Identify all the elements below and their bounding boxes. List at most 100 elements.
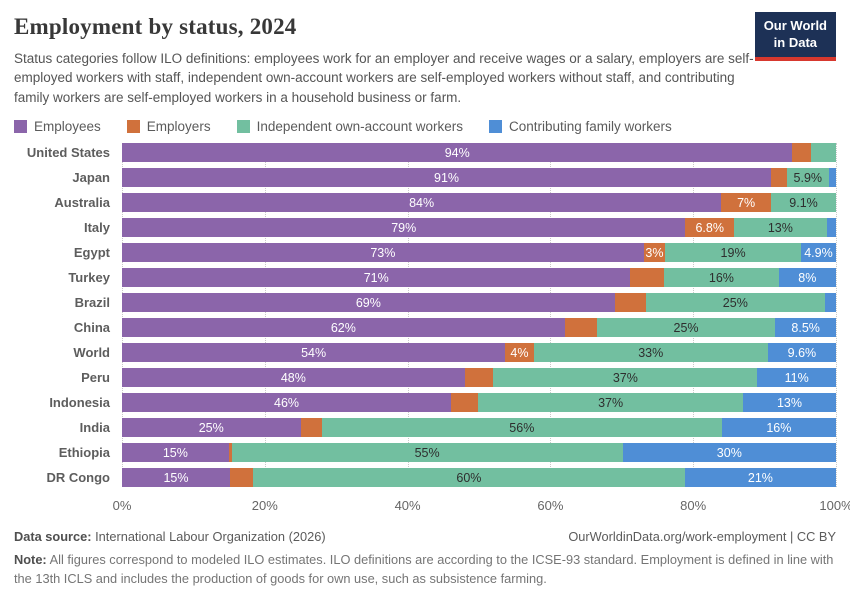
bar-segment-independent-own-account-workers[interactable]: 25%	[596, 318, 776, 338]
legend-item-employees[interactable]: Employees	[14, 119, 101, 134]
legend-swatch-contributing-family-workers	[488, 120, 502, 134]
bar-segment-employees[interactable]: 15%	[122, 443, 229, 463]
bar-segment-employers[interactable]: 3%	[643, 243, 666, 263]
bar-track: 84% 7% 9.1%	[122, 193, 836, 213]
gridlines	[122, 143, 837, 488]
bar-segment-independent-own-account-workers[interactable]: 9.1%	[771, 193, 836, 213]
legend-item-independent-own-account-workers[interactable]: Independent own-account workers	[236, 119, 463, 134]
footnote-text: All figures correspond to modeled ILO es…	[14, 551, 834, 586]
segment-value-label: 71%	[363, 270, 389, 285]
bar-segment-employers[interactable]: 6.8%	[685, 218, 734, 238]
gridline-100%	[836, 143, 837, 488]
bar-segment-employees[interactable]: 91%	[122, 168, 772, 188]
bar-segment-independent-own-account-workers[interactable]: 16%	[664, 268, 779, 288]
bar-track: 46% 37% 13%	[122, 393, 836, 413]
bar-segment-employees[interactable]: 71%	[122, 268, 631, 288]
bar-segment-contributing-family-workers[interactable]: 4.9%	[800, 243, 836, 263]
bar-segment-contributing-family-workers[interactable]: 11%	[757, 368, 836, 388]
country-label: Italy	[83, 220, 110, 236]
bar-track: 62% 25% 8.5%	[122, 318, 836, 338]
bar-segment-employers[interactable]	[564, 318, 597, 338]
bar-segment-employees[interactable]: 54%	[122, 343, 506, 363]
bar-segment-employers[interactable]	[300, 418, 322, 438]
x-tick-60%: 60%	[537, 498, 564, 514]
segment-value-label: 9.1%	[789, 195, 818, 210]
segment-value-label: 8%	[798, 270, 817, 285]
bar-segment-contributing-family-workers[interactable]: 9.6%	[767, 343, 836, 363]
bar-segment-employers[interactable]	[630, 268, 665, 288]
chart-row-dr-congo: DR Congo 15% 60% 21%	[14, 468, 836, 488]
bar-segment-independent-own-account-workers[interactable]: 37%	[493, 368, 758, 388]
bar-segment-contributing-family-workers[interactable]	[824, 293, 836, 313]
bar-segment-contributing-family-workers[interactable]: 8.5%	[775, 318, 836, 338]
country-label: Australia	[54, 195, 110, 211]
bar-segment-independent-own-account-workers[interactable]	[811, 143, 836, 163]
bar-segment-employees[interactable]: 69%	[122, 293, 615, 313]
bar-segment-employers[interactable]	[229, 468, 253, 488]
x-tick-20%: 20%	[251, 498, 278, 514]
country-label: World	[73, 345, 110, 361]
bar-segment-employees[interactable]: 94%	[122, 143, 793, 163]
bar-segment-contributing-family-workers[interactable]	[826, 218, 836, 238]
bar-segment-contributing-family-workers[interactable]: 21%	[684, 468, 836, 488]
x-tick-40%: 40%	[394, 498, 421, 514]
bar-segment-independent-own-account-workers[interactable]: 25%	[646, 293, 825, 313]
bar-segment-employees[interactable]: 73%	[122, 243, 644, 263]
legend: Employees Employers Independent own-accoun…	[14, 119, 836, 134]
bar-segment-employers[interactable]	[228, 443, 232, 463]
legend-swatch-independent-own-account-workers	[236, 120, 250, 134]
chart-area: United States 94% Japan 91% 5.9% Australia 84%…	[14, 143, 850, 515]
bar-segment-independent-own-account-workers[interactable]: 55%	[231, 443, 623, 463]
bar-segment-employers[interactable]	[771, 168, 787, 188]
bar-segment-employers[interactable]	[464, 368, 494, 388]
bar-segment-independent-own-account-workers[interactable]: 19%	[665, 243, 801, 263]
country-label: Egypt	[73, 245, 110, 261]
bar-segment-employees[interactable]: 84%	[122, 193, 722, 213]
segment-value-label: 5.9%	[793, 170, 823, 185]
bar-segment-independent-own-account-workers[interactable]: 37%	[478, 393, 743, 413]
plot-area: United States 94% Japan 91% 5.9% Australia 84%…	[14, 143, 837, 488]
bar-segment-contributing-family-workers[interactable]	[828, 168, 836, 188]
bar-segment-employees[interactable]: 25%	[122, 418, 301, 438]
bar-track: 73% 3% 19% 4.9%	[122, 243, 836, 263]
chart-row-china: China 62% 25% 8.5%	[14, 318, 836, 338]
bar-segment-independent-own-account-workers[interactable]: 13%	[733, 218, 827, 238]
bar-track: 15% 60% 21%	[122, 468, 836, 488]
bar-segment-employers[interactable]	[451, 393, 479, 413]
chart-row-australia: Australia 84% 7% 9.1%	[14, 193, 836, 213]
legend-item-employers[interactable]: Employers	[126, 119, 211, 134]
bar-segment-employers[interactable]: 7%	[721, 193, 772, 213]
bar-segment-employees[interactable]: 62%	[122, 318, 565, 338]
bar-segment-contributing-family-workers[interactable]: 13%	[742, 393, 836, 413]
bar-segment-contributing-family-workers[interactable]: 16%	[721, 418, 836, 438]
segment-value-label: 25%	[722, 295, 748, 310]
bar-segment-employees[interactable]: 15%	[122, 468, 230, 488]
segment-value-label: 62%	[330, 320, 356, 335]
bar-rows: United States 94% Japan 91% 5.9% Australia 84%…	[14, 143, 836, 488]
bar-segment-independent-own-account-workers[interactable]: 56%	[321, 418, 722, 438]
segment-value-label: 91%	[434, 170, 460, 185]
segment-value-label: 11%	[784, 370, 809, 385]
bar-segment-independent-own-account-workers[interactable]: 60%	[252, 468, 685, 488]
bar-segment-independent-own-account-workers[interactable]: 33%	[533, 343, 768, 363]
country-label: Turkey	[68, 270, 110, 286]
bar-segment-employers[interactable]	[792, 143, 812, 163]
segment-value-label: 15%	[162, 445, 188, 460]
bar-segment-contributing-family-workers[interactable]: 8%	[778, 268, 836, 288]
gridline-40%	[407, 143, 409, 488]
segment-value-label: 55%	[414, 445, 440, 460]
bar-segment-contributing-family-workers[interactable]: 30%	[622, 443, 836, 463]
owid-link[interactable]: OurWorldinData.org/work-employment	[568, 529, 787, 545]
legend-item-contributing-family-workers[interactable]: Contributing family workers	[488, 119, 672, 134]
bar-segment-employees[interactable]: 79%	[122, 218, 686, 238]
bar-segment-employers[interactable]: 4%	[505, 343, 534, 363]
segment-value-label: 30%	[716, 445, 742, 460]
bar-segment-employees[interactable]: 46%	[122, 393, 452, 413]
owid-logo[interactable]: Our World in Data	[754, 12, 836, 61]
segment-value-label: 4%	[510, 345, 529, 360]
bar-segment-employees[interactable]: 48%	[122, 368, 465, 388]
bar-segment-employers[interactable]	[614, 293, 647, 313]
bar-segment-independent-own-account-workers[interactable]: 5.9%	[786, 168, 829, 188]
segment-value-label: 60%	[456, 470, 482, 485]
